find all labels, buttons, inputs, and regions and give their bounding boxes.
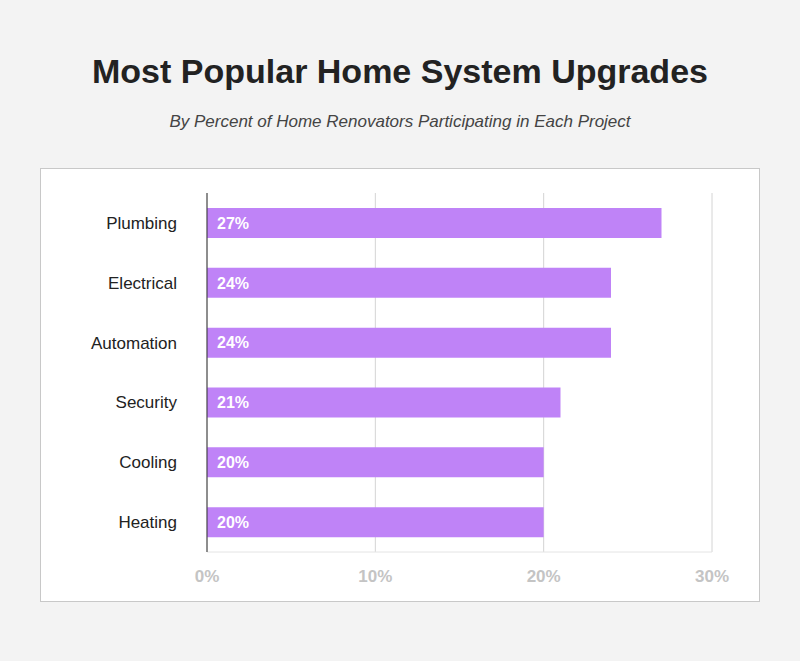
html-text:By Percent of Home Renovators: By Percent of Home Renovators Participat… [169, 112, 631, 131]
svg-text:20%: 20% [527, 567, 561, 586]
svg-text:Plumbing: Plumbing [106, 214, 177, 233]
svg-text:0%: 0% [195, 567, 220, 586]
html-text:Most Popular Home System Upgra: Most Popular Home System Upgrades [92, 52, 708, 90]
svg-text:30%: 30% [695, 567, 729, 586]
svg-text:Electrical: Electrical [108, 274, 177, 293]
svg-text:20%: 20% [217, 514, 249, 531]
svg-text:Security: Security [116, 393, 178, 412]
svg-text:10%: 10% [358, 567, 392, 586]
svg-text:Cooling: Cooling [119, 453, 177, 472]
svg-text:24%: 24% [217, 334, 249, 351]
svg-text:Automation: Automation [91, 334, 177, 353]
svg-text:27%: 27% [217, 215, 249, 232]
svg-text:20%: 20% [217, 454, 249, 471]
svg-text:24%: 24% [217, 275, 249, 292]
svg-text:21%: 21% [217, 394, 249, 411]
svg-text:Heating: Heating [118, 513, 177, 532]
